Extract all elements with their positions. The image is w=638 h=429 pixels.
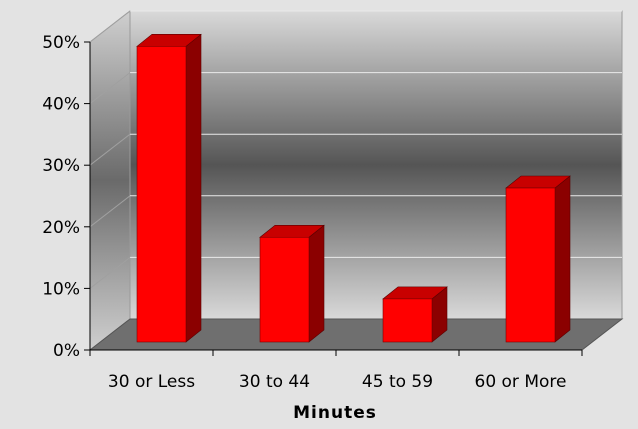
x-tick-label: 60 or More (475, 372, 567, 392)
bar-side (554, 175, 571, 343)
y-tick-label: 0% (53, 341, 80, 361)
bar (382, 286, 448, 343)
gridline-side (89, 10, 131, 43)
bar (505, 175, 571, 343)
y-tick-label: 50% (42, 33, 80, 53)
bar-front (259, 236, 310, 343)
bars (136, 33, 571, 343)
x-tick-label: 30 to 44 (239, 372, 310, 392)
bar (259, 224, 325, 343)
x-tick-label: 45 to 59 (362, 372, 433, 392)
bar-front (382, 298, 433, 343)
gridline-side (89, 195, 131, 228)
bar-front (505, 187, 556, 343)
y-tick-label: 10% (42, 279, 80, 299)
y-tick-label: 20% (42, 218, 80, 238)
bar (136, 33, 202, 343)
gridline-side (89, 133, 131, 166)
gridline-side (89, 257, 131, 289)
bar-side (308, 224, 325, 343)
bar-side (185, 33, 202, 343)
axes: 0% 10% 20% 30% 40% 50% 30 or Less 30 to 44 45 to… (42, 33, 583, 392)
x-axis-title: Minutes (293, 403, 377, 423)
side-wall (89, 9, 131, 352)
bar-front (136, 46, 187, 343)
gridlines (89, 10, 622, 289)
x-tick-label: 30 or Less (108, 372, 195, 392)
gridline-side (89, 72, 131, 104)
y-tick-label: 30% (42, 156, 80, 176)
y-tick-label: 40% (42, 95, 80, 115)
